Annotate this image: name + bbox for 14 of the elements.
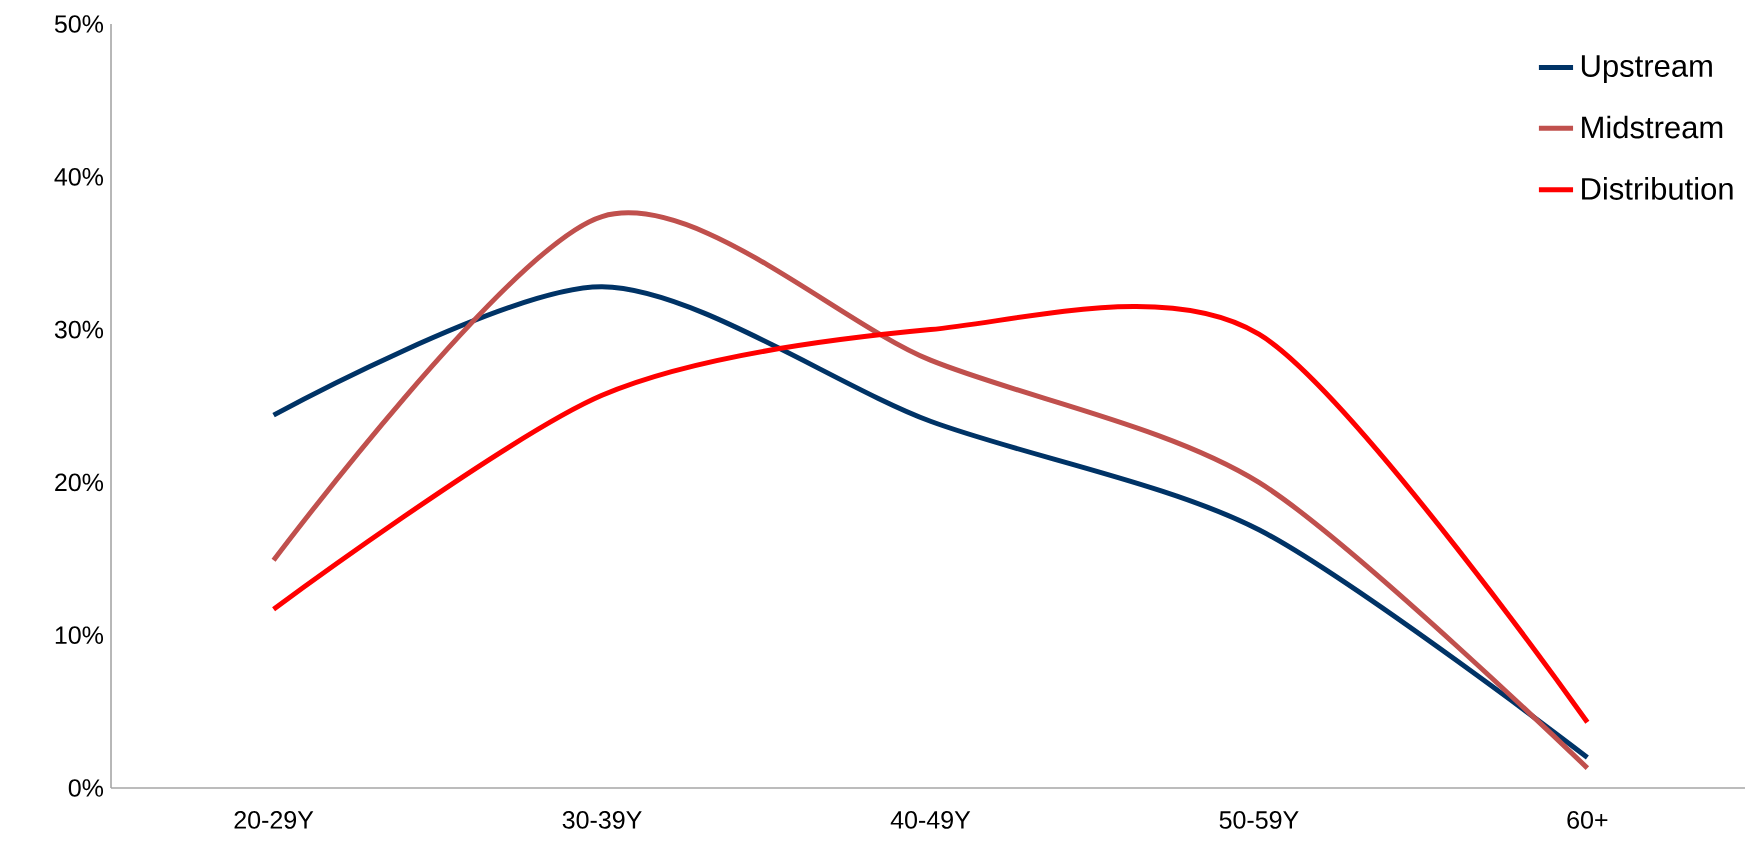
y-tick-label: 30% <box>54 320 104 339</box>
x-tick-label: 20-29Y <box>234 811 314 829</box>
legend-label: Upstream <box>1581 55 1712 84</box>
y-tick-label: 50% <box>54 15 104 33</box>
x-tick-label: 60+ <box>1567 811 1608 829</box>
y-tick-label: 20% <box>55 473 104 492</box>
y-tick-label: 40% <box>54 167 104 186</box>
legend-label: Distribution <box>1582 177 1733 200</box>
y-tick-label: 0% <box>68 779 104 797</box>
x-tick-label: 30-39Y <box>562 811 642 829</box>
y-tick-label: 10% <box>55 626 104 645</box>
legend-label: Midstream <box>1582 115 1723 139</box>
x-tick-label: 50-59Y <box>1219 811 1299 829</box>
x-tick-label: 40-49Y <box>890 811 971 829</box>
